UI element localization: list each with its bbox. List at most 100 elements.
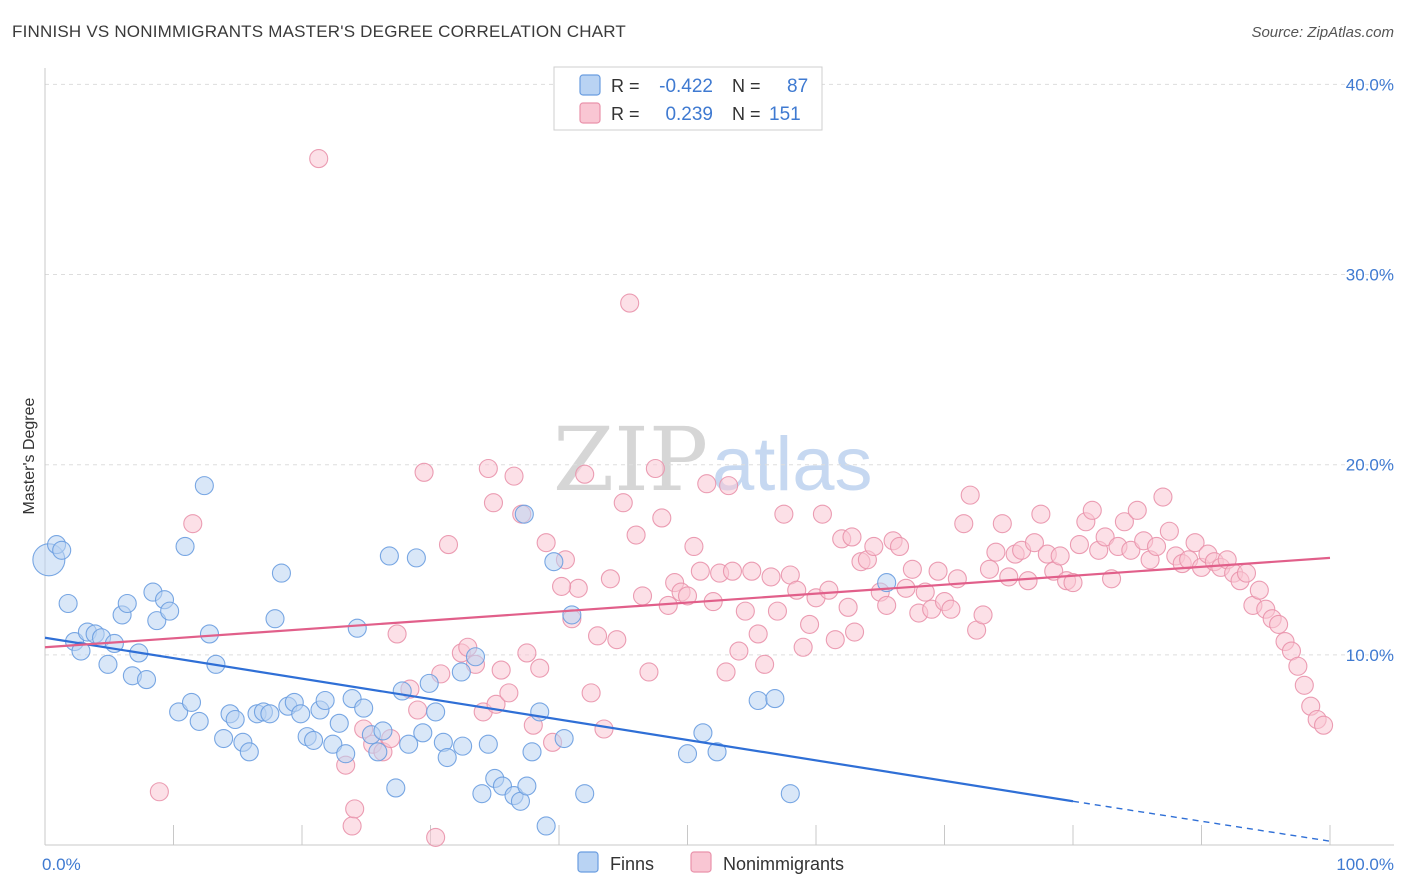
nonimmigrants-point <box>1063 573 1083 593</box>
nonimmigrants-point <box>530 658 550 678</box>
finns-point <box>426 702 446 722</box>
nonimmigrants-point <box>342 816 362 836</box>
nonimmigrants-point <box>632 586 653 606</box>
nonimmigrants-point <box>825 630 845 650</box>
nonimmigrants-point <box>722 561 743 581</box>
finns-point <box>406 548 426 568</box>
nonimmigrants-point <box>973 605 993 625</box>
finns-point <box>472 784 492 804</box>
nonimmigrants-point <box>928 561 948 581</box>
finns-point <box>765 689 785 709</box>
nonimmigrants-point <box>552 576 572 596</box>
y-tick-label: 10.0% <box>1346 646 1394 665</box>
finns-point <box>354 698 374 718</box>
finns-points <box>32 476 897 836</box>
finns-point <box>199 624 220 644</box>
finns-point <box>329 713 349 733</box>
finns-point <box>544 552 564 572</box>
nonimmigrants-point <box>755 654 775 674</box>
nonimmigrants-point <box>652 508 672 528</box>
axes <box>44 68 1394 846</box>
legend-n-value-finns: 87 <box>787 76 808 97</box>
nonimmigrants-point <box>1185 533 1205 553</box>
nonimmigrants-point <box>889 536 910 557</box>
finns-point <box>315 690 335 711</box>
nonimmigrants-point <box>1024 533 1044 553</box>
nonimmigrants-point <box>581 683 601 703</box>
finns-point <box>465 647 486 667</box>
legend-swatch-finns <box>579 74 601 96</box>
finns-point <box>368 742 388 762</box>
nonimmigrants-point <box>387 624 407 644</box>
nonimmigrants-point <box>149 782 169 802</box>
nonimmigrants-point <box>1018 571 1038 591</box>
nonimmigrants-point <box>1159 521 1179 541</box>
nonimmigrants-point <box>345 799 365 819</box>
nonimmigrants-point <box>767 601 788 621</box>
nonimmigrants-point <box>684 536 704 557</box>
finns-point <box>677 744 698 764</box>
legend-r-value-nonimmigrants: 0.239 <box>665 104 713 125</box>
nonimmigrants-point <box>960 485 980 505</box>
finns-point <box>265 609 285 629</box>
finns-point <box>214 728 234 749</box>
y-tick-label: 20.0% <box>1346 456 1394 475</box>
trend-lines <box>44 556 1331 842</box>
finns-point <box>562 605 582 625</box>
source-label: Source: ZipAtlas.com <box>1251 24 1394 41</box>
finns-point <box>780 784 800 804</box>
nonimmigrants-point <box>877 595 897 615</box>
nonimmigrants-point <box>517 643 537 663</box>
nonimmigrants-point <box>979 559 1000 579</box>
series-label-finns: Finns <box>610 854 654 874</box>
nonimmigrants-point <box>1050 546 1070 566</box>
finns-point <box>136 670 157 690</box>
nonimmigrants-point <box>438 535 459 555</box>
nonimmigrants-point <box>613 493 633 513</box>
nonimmigrants-point <box>478 458 498 479</box>
nonimmigrants-point <box>812 504 832 524</box>
nonimmigrants-point <box>587 626 608 646</box>
nonimmigrants-point <box>1153 487 1173 507</box>
nonimmigrants-point <box>986 542 1006 562</box>
finns-point <box>117 593 137 614</box>
nonimmigrants-point <box>748 624 768 644</box>
nonimmigrants-point <box>735 601 755 621</box>
series-label-nonimmigrants: Nonimmigrants <box>723 854 844 874</box>
finns-point <box>478 734 498 754</box>
finns-point <box>304 730 324 750</box>
finns-point <box>169 702 189 722</box>
finns-point <box>554 728 574 749</box>
nonimmigrants-point <box>483 493 504 513</box>
nonimmigrants-point <box>838 597 858 617</box>
finns-point <box>386 778 406 798</box>
nonimmigrants-point <box>800 614 820 634</box>
nonimmigrants-point <box>1031 504 1051 524</box>
nonimmigrants-point <box>620 293 640 313</box>
finns-point <box>453 736 473 756</box>
nonimmigrants-point <box>915 582 935 602</box>
finns-point <box>707 742 727 762</box>
finns-point <box>181 692 202 712</box>
nonimmigrants-point <box>1114 512 1134 532</box>
finns-point <box>147 611 167 631</box>
finns-point <box>336 744 356 764</box>
nonimmigrants-point <box>536 533 556 553</box>
nonimmigrants-point <box>568 578 588 598</box>
legend-r-label-finns: R = <box>611 76 640 96</box>
series-swatch-finns <box>577 851 599 873</box>
nonimmigrants-point <box>1127 500 1147 520</box>
nonimmigrants-point <box>793 637 813 657</box>
nonimmigrants-point <box>1069 535 1089 555</box>
zipatlas-watermark: ZIP atlas <box>553 408 873 511</box>
x-tick-label-min: 0.0% <box>42 855 81 874</box>
x-tick-label-max: 100.0% <box>1336 855 1394 874</box>
finns-point <box>58 593 78 614</box>
finns-point <box>225 709 245 730</box>
legend-n-label-nonimmigrants: N = <box>732 104 761 124</box>
nonimmigrants-point <box>594 719 614 739</box>
finns-point <box>194 476 214 496</box>
nonimmigrants-point <box>426 827 446 847</box>
nonimmigrants-point <box>742 561 762 581</box>
